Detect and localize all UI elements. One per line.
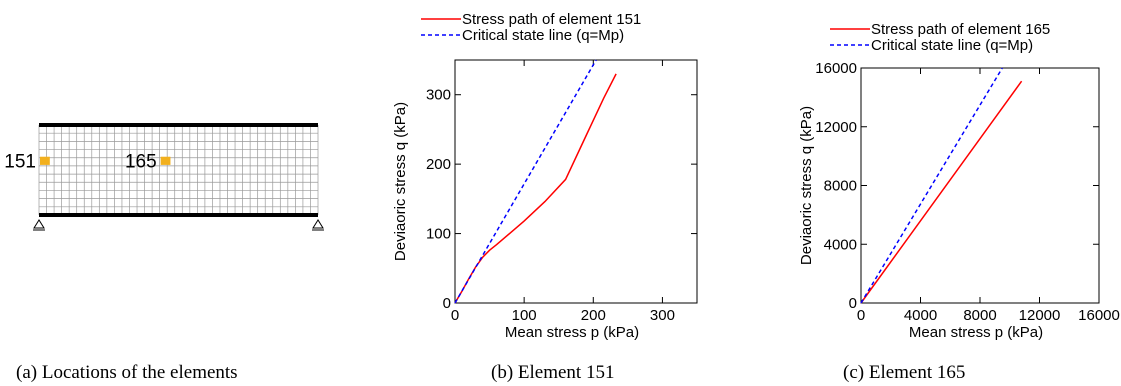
plot-frame: [860, 67, 1100, 304]
x-tick-label: 0: [451, 307, 459, 324]
series-line-1: [454, 59, 597, 304]
legend-label-0: Stress path of element 151: [462, 11, 641, 28]
plot-frame: [454, 59, 698, 304]
caption-c: (c) Element 165: [843, 362, 965, 383]
y-tick-label: 0: [443, 295, 451, 312]
series-line-0: [860, 80, 1023, 304]
x-tick-label: 100: [512, 307, 537, 324]
finite-element-mesh: [38, 124, 319, 216]
plot-area-c: 0 4000 8000 12000 16000 0 4000 8000 12000 16000 Me…: [798, 60, 1120, 341]
y-tick-label: 300: [426, 87, 451, 104]
series-line-1: [860, 67, 1003, 304]
y-tick-label: 4000: [824, 236, 857, 253]
x-axis-label: Mean stress p (kPa): [909, 324, 1043, 341]
x-tick-label: 16000: [1078, 307, 1120, 324]
y-tick-label: 200: [426, 156, 451, 173]
legend-label-0: Stress path of element 165: [871, 21, 1050, 38]
x-axis-label: Mean stress p (kPa): [505, 324, 639, 341]
legend-label-1: Critical state line (q=Mp): [462, 27, 624, 44]
legend-label-1: Critical state line (q=Mp): [871, 37, 1033, 54]
beam-supports: [33, 219, 324, 231]
caption-a: (a) Locations of the elements: [16, 362, 238, 383]
y-tick-label: 12000: [815, 119, 857, 136]
caption-b: (b) Element 151: [491, 362, 614, 383]
x-tick-label: 12000: [1019, 307, 1061, 324]
y-tick-label: 16000: [815, 60, 857, 77]
element-marker-165: [160, 156, 171, 165]
right-support-icon: [312, 219, 324, 229]
plot-area-b: 0 100 200 300 0 100 200 300 Mean stress p (kPa) D…: [392, 59, 698, 341]
element-markers: 151 165: [4, 152, 171, 173]
x-tick-label: 0: [857, 307, 865, 324]
y-axis-label: Deviaoric stress q (kPa): [798, 106, 815, 265]
left-support-icon: [33, 219, 45, 229]
x-tick-label: 300: [650, 307, 675, 324]
x-tick-label: 4000: [904, 307, 937, 324]
y-tick-label: 0: [849, 295, 857, 312]
series-line-0: [454, 73, 617, 304]
x-tick-label: 8000: [963, 307, 996, 324]
element-marker-151: [40, 156, 50, 165]
x-tick-label: 200: [581, 307, 606, 324]
y-axis-label: Deviaoric stress q (kPa): [392, 102, 409, 261]
element-label-165: 165: [125, 152, 157, 173]
element-label-151: 151: [4, 152, 36, 173]
beam-mesh-panel: 151 165 (a) Locations of the elements: [4, 123, 324, 383]
y-tick-label: 8000: [824, 178, 857, 195]
y-tick-label: 100: [426, 226, 451, 243]
